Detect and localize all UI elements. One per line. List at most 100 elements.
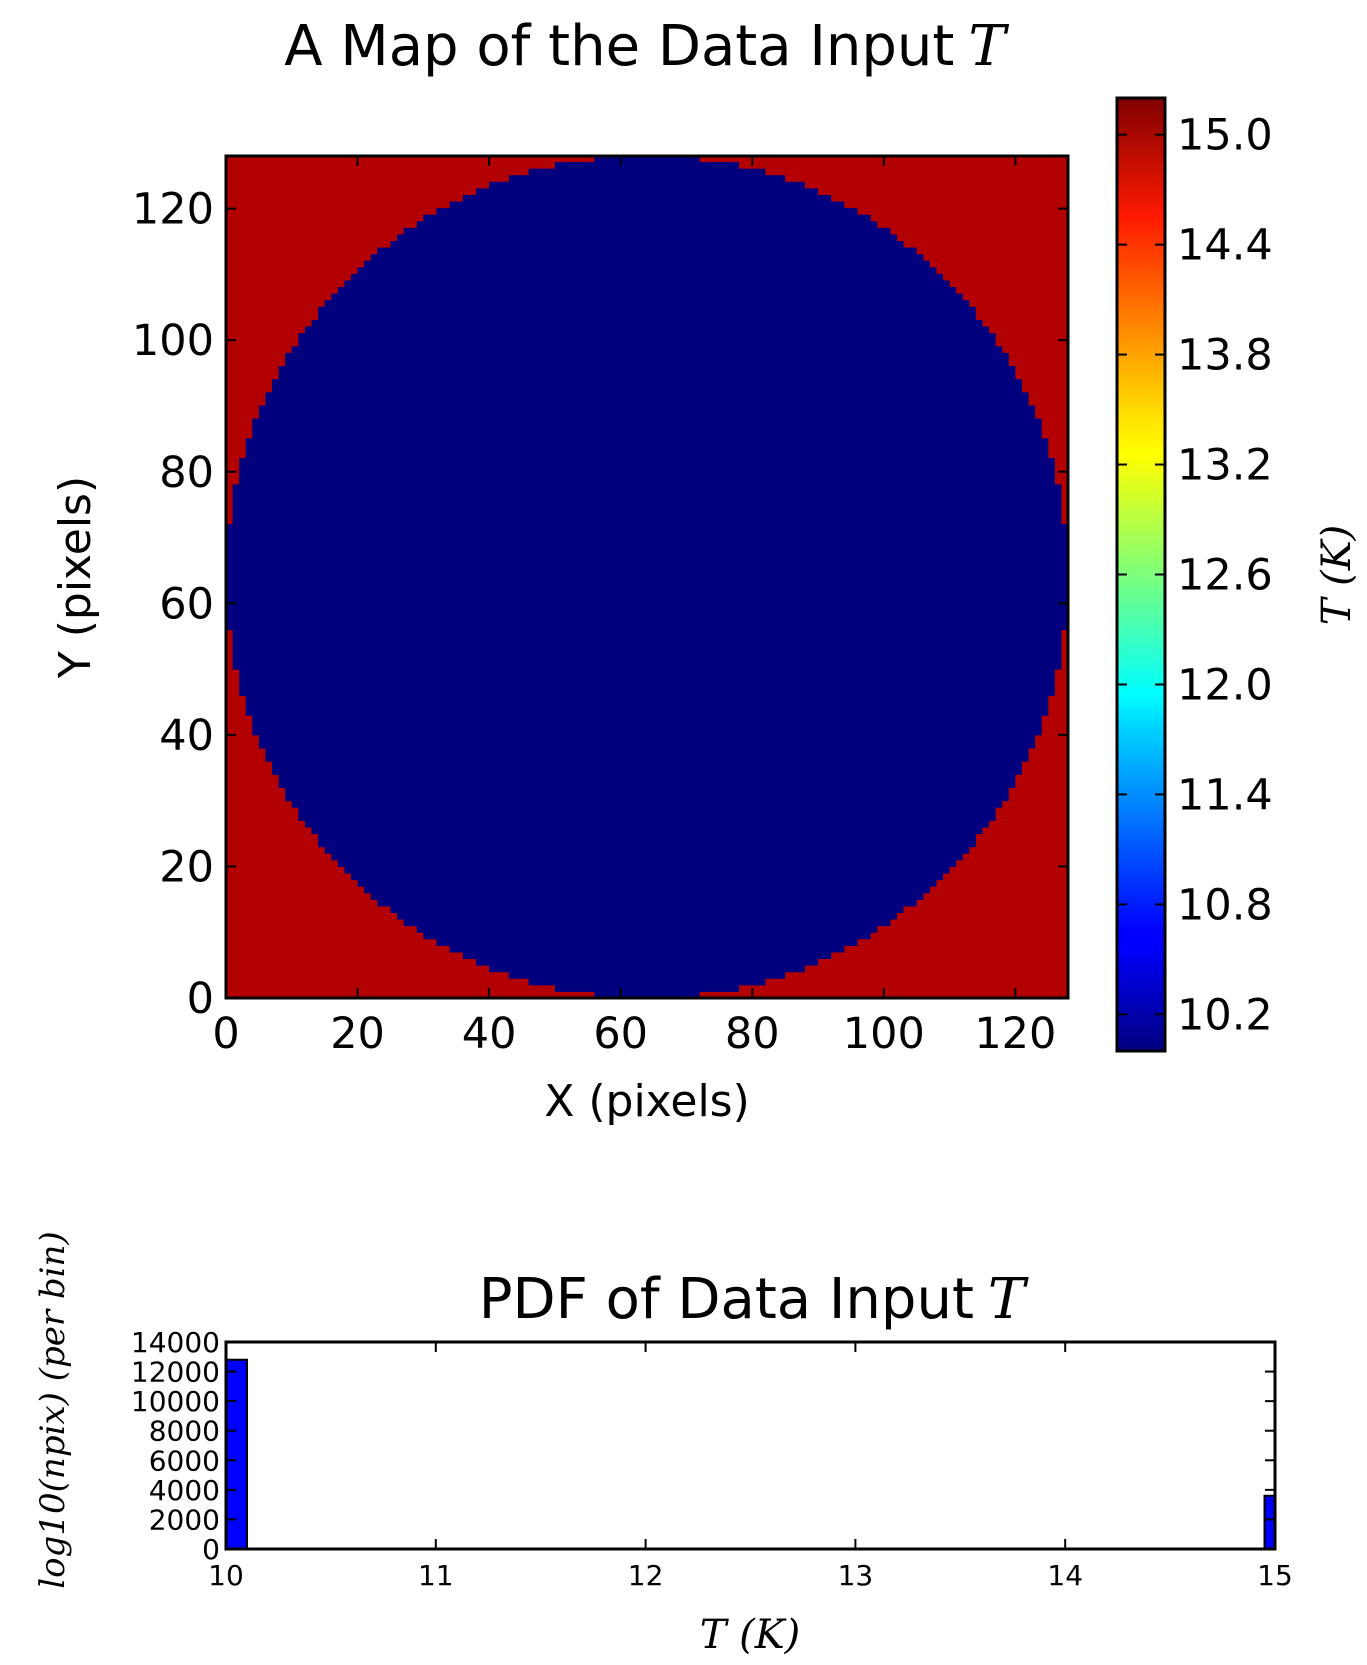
- map-disk-row: [285, 793, 1009, 802]
- map-disk: [226, 156, 1068, 998]
- map-disk-row: [245, 451, 1049, 460]
- map-disk-row: [285, 359, 1009, 367]
- map-disk-row: [239, 688, 1055, 696]
- map-disk-row: [239, 458, 1055, 466]
- map-disk-row: [258, 412, 1036, 420]
- hist-xtick-label: 10: [208, 1559, 244, 1592]
- map-disk-row: [357, 267, 937, 275]
- map-disk-row: [232, 504, 1062, 512]
- map-disk-row: [311, 826, 983, 835]
- map-disk-row: [416, 221, 878, 229]
- map-disk-row: [226, 550, 1068, 558]
- map-disk-row: [252, 425, 1042, 433]
- map-disk-row: [390, 241, 904, 249]
- map-disk-row: [272, 385, 1022, 394]
- colorbar-tick-label: 11.4: [1177, 770, 1273, 820]
- map-disk-row: [318, 833, 976, 841]
- colorbar-label: T (K): [1314, 525, 1360, 626]
- colorbar-tick-label: 15.0: [1177, 111, 1273, 161]
- map-disk-row: [489, 181, 805, 190]
- map-disk-row: [278, 366, 1016, 374]
- map-disk-row: [423, 214, 871, 223]
- map-disk-row: [436, 938, 858, 946]
- map-disk-row: [245, 444, 1049, 453]
- map-disk-row: [226, 609, 1068, 617]
- map-xtick-label: 60: [593, 1009, 648, 1059]
- hist-ytick-label: 8000: [149, 1415, 220, 1448]
- map-disk-row: [304, 819, 990, 828]
- map-disk-row: [311, 319, 983, 328]
- map-disk-row: [298, 339, 996, 348]
- map-disk-row: [252, 721, 1042, 729]
- colorbar-tick-label: 13.2: [1177, 441, 1273, 491]
- map-disk-row: [278, 773, 1016, 782]
- map-disk-row: [239, 681, 1055, 690]
- map-disk-row: [324, 300, 970, 308]
- map-disk-row: [344, 280, 950, 289]
- colorbar-tick-label: 12.0: [1177, 660, 1273, 710]
- map-disk-row: [403, 918, 891, 927]
- map-disk-row: [370, 254, 924, 262]
- map-ytick-label: 0: [187, 974, 214, 1024]
- map-disk-row: [508, 971, 786, 979]
- hist-ytick-label: 4000: [149, 1474, 220, 1507]
- map-disk-row: [298, 806, 996, 815]
- map-disk-row: [232, 517, 1062, 525]
- map-disk-row: [226, 530, 1068, 539]
- hist-title: PDF of Data Input T: [479, 1267, 1029, 1332]
- map-disk-row: [337, 287, 957, 295]
- map-ytick-label: 80: [159, 448, 214, 498]
- map-disk-row: [239, 464, 1055, 473]
- map-disk-row: [265, 392, 1029, 400]
- map-disk-row: [390, 905, 904, 913]
- map-disk-row: [232, 662, 1062, 670]
- map-disk-row: [245, 708, 1049, 716]
- map-disk-row: [449, 944, 845, 953]
- map-disk-row: [462, 194, 832, 203]
- hist-xtick-label: 12: [628, 1559, 664, 1592]
- colorbar-tick-label: 13.8: [1177, 331, 1273, 381]
- map-disk-row: [285, 787, 1009, 795]
- map-disk-row: [403, 227, 891, 236]
- map-disk-row: [226, 569, 1068, 578]
- hist-xtick-label: 13: [838, 1559, 874, 1592]
- map-disk-row: [226, 523, 1068, 532]
- map-disk-row: [252, 418, 1042, 427]
- map-disk-row: [226, 556, 1068, 565]
- map-disk-row: [265, 398, 1029, 407]
- map-disk-row: [239, 471, 1055, 479]
- colorbar-tick-label: 10.2: [1177, 990, 1273, 1040]
- map-plot-area: [226, 156, 1068, 998]
- map-disk-row: [285, 352, 1009, 361]
- map-disk-row: [226, 589, 1068, 598]
- map-disk-row: [239, 675, 1055, 683]
- map-ylabel: Y (pixels): [50, 476, 101, 679]
- map-disk-row: [475, 958, 819, 966]
- map-disk-row: [278, 372, 1016, 381]
- map-disk-row: [416, 925, 878, 933]
- map-disk-row: [331, 852, 963, 861]
- map-disk-row: [226, 583, 1068, 591]
- map-xtick-label: 100: [843, 1009, 925, 1059]
- hist-ytick-label: 6000: [149, 1444, 220, 1477]
- colorbar-ticks: 10.2 10.8 11.4 12.0 12.6 13.2 13.8 14.4 15.0: [1117, 111, 1273, 1040]
- map-xlabel: X (pixels): [544, 1076, 750, 1127]
- hist-xlabel: T (K): [700, 1612, 801, 1658]
- map-disk-row: [298, 333, 996, 341]
- map-disk-row: [226, 602, 1068, 611]
- map-ytick-label: 100: [132, 316, 214, 366]
- hist-ticks: 10 11 12 13 14 15 0200040006000800010000120001…: [131, 1326, 1293, 1592]
- map-disk-row: [272, 767, 1022, 775]
- hist-xtick-label: 11: [418, 1559, 454, 1592]
- map-xtick-label: 20: [330, 1009, 385, 1059]
- map-disk-row: [554, 162, 740, 170]
- map-ytick-label: 20: [159, 842, 214, 892]
- map-disk-row: [318, 839, 976, 848]
- map-disk-row: [357, 879, 937, 887]
- map-disk-row: [364, 885, 930, 894]
- map-disk-row: [226, 543, 1068, 552]
- map-disk-row: [554, 984, 740, 992]
- map-xtick-label: 80: [725, 1009, 780, 1059]
- map-ytick-label: 120: [132, 185, 214, 235]
